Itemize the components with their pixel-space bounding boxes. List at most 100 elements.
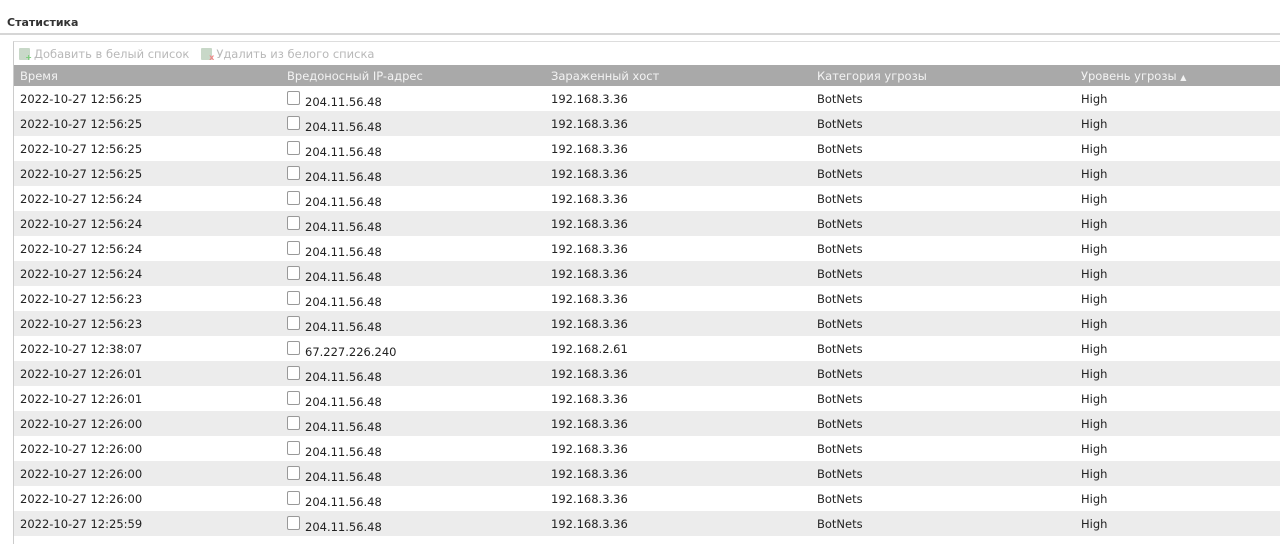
ip-text: 204.11.56.48 [305, 469, 382, 484]
threat-level-cell: High [1081, 341, 1108, 356]
table-row[interactable]: 2022-10-27 12:56:25 204.11.56.48 192.168.3… [14, 161, 1280, 186]
threat-category-cell: BotNets [817, 241, 863, 256]
row-checkbox[interactable] [287, 315, 300, 330]
threat-level-cell: High [1081, 266, 1108, 281]
ip-text: 204.11.56.48 [305, 419, 382, 434]
ip-text: 204.11.56.48 [305, 294, 382, 309]
remove-from-whitelist-button[interactable]: x Удалить из белого списка [201, 47, 374, 61]
table-body: 2022-10-27 12:56:25 204.11.56.48 192.168.3… [14, 86, 1280, 536]
ip-text: 204.11.56.48 [305, 194, 382, 209]
row-checkbox[interactable] [287, 365, 300, 380]
time-cell: 2022-10-27 12:26:01 [20, 391, 143, 406]
threat-category-cell: BotNets [817, 291, 863, 306]
infected-host-cell: 192.168.3.36 [551, 166, 628, 181]
column-header-infected-host[interactable]: Зараженный хост [551, 68, 660, 83]
ip-text: 204.11.56.48 [305, 119, 382, 134]
threat-category-cell: BotNets [817, 91, 863, 106]
column-header-time[interactable]: Время [20, 68, 58, 83]
table-row[interactable]: 2022-10-27 12:26:00 204.11.56.48 192.168.3… [14, 486, 1280, 511]
threat-category-cell: BotNets [817, 266, 863, 281]
malicious-ip-cell: 204.11.56.48 [281, 515, 545, 534]
time-cell: 2022-10-27 12:26:00 [20, 466, 143, 481]
malicious-ip-cell: 204.11.56.48 [281, 315, 545, 334]
page-title: Статистика [7, 16, 79, 29]
infected-host-cell: 192.168.2.61 [551, 341, 628, 356]
threat-category-cell: BotNets [817, 391, 863, 406]
row-checkbox[interactable] [287, 115, 300, 130]
table-row[interactable]: 2022-10-27 12:26:00 204.11.56.48 192.168.3… [14, 461, 1280, 486]
time-cell: 2022-10-27 12:56:25 [20, 141, 143, 156]
row-checkbox[interactable] [287, 390, 300, 405]
threat-category-cell: BotNets [817, 316, 863, 331]
ip-text: 204.11.56.48 [305, 444, 382, 459]
infected-host-cell: 192.168.3.36 [551, 91, 628, 106]
table-row[interactable]: 2022-10-27 12:56:25 204.11.56.48 192.168.3… [14, 111, 1280, 136]
malicious-ip-cell: 204.11.56.48 [281, 265, 545, 284]
ip-text: 204.11.56.48 [305, 169, 382, 184]
row-checkbox[interactable] [287, 440, 300, 455]
infected-host-cell: 192.168.3.36 [551, 191, 628, 206]
row-checkbox[interactable] [287, 165, 300, 180]
table-row[interactable]: 2022-10-27 12:26:01 204.11.56.48 192.168.3… [14, 386, 1280, 411]
threat-category-cell: BotNets [817, 341, 863, 356]
table-row[interactable]: 2022-10-27 12:56:23 204.11.56.48 192.168.3… [14, 311, 1280, 336]
malicious-ip-cell: 204.11.56.48 [281, 465, 545, 484]
column-header-threat-level[interactable]: Уровень угрозы ▲ [1075, 69, 1280, 83]
row-checkbox[interactable] [287, 290, 300, 305]
row-checkbox[interactable] [287, 215, 300, 230]
threat-level-cell: High [1081, 291, 1108, 306]
malicious-ip-cell: 204.11.56.48 [281, 440, 545, 459]
row-checkbox[interactable] [287, 265, 300, 280]
infected-host-cell: 192.168.3.36 [551, 516, 628, 531]
threat-level-cell: High [1081, 391, 1108, 406]
time-cell: 2022-10-27 12:25:59 [20, 516, 143, 531]
infected-host-cell: 192.168.3.36 [551, 391, 628, 406]
ip-text: 204.11.56.48 [305, 494, 382, 509]
infected-host-cell: 192.168.3.36 [551, 266, 628, 281]
table-row[interactable]: 2022-10-27 12:56:24 204.11.56.48 192.168.3… [14, 236, 1280, 261]
threat-level-cell: High [1081, 91, 1108, 106]
column-header-malicious-ip[interactable]: Вредоносный IP-адрес [287, 68, 423, 83]
remove-list-icon: x [201, 47, 214, 61]
row-checkbox[interactable] [287, 90, 300, 105]
table-row[interactable]: 2022-10-27 12:56:24 204.11.56.48 192.168.3… [14, 211, 1280, 236]
infected-host-cell: 192.168.3.36 [551, 316, 628, 331]
threat-level-cell: High [1081, 241, 1108, 256]
table-row[interactable]: 2022-10-27 12:26:00 204.11.56.48 192.168.3… [14, 436, 1280, 461]
row-checkbox[interactable] [287, 490, 300, 505]
row-checkbox[interactable] [287, 240, 300, 255]
table-row[interactable]: 2022-10-27 12:56:25 204.11.56.48 192.168.3… [14, 136, 1280, 161]
threat-category-cell: BotNets [817, 516, 863, 531]
row-checkbox[interactable] [287, 140, 300, 155]
table-row[interactable]: 2022-10-27 12:25:59 204.11.56.48 192.168.3… [14, 511, 1280, 536]
threat-level-cell: High [1081, 416, 1108, 431]
threat-category-cell: BotNets [817, 491, 863, 506]
column-header-threat-category[interactable]: Категория угрозы [817, 68, 927, 83]
table-row[interactable]: 2022-10-27 12:26:00 204.11.56.48 192.168.3… [14, 411, 1280, 436]
row-checkbox[interactable] [287, 190, 300, 205]
table-row[interactable]: 2022-10-27 12:26:01 204.11.56.48 192.168.3… [14, 361, 1280, 386]
table-row[interactable]: 2022-10-27 12:56:23 204.11.56.48 192.168.3… [14, 286, 1280, 311]
row-checkbox[interactable] [287, 340, 300, 355]
threat-category-cell: BotNets [817, 416, 863, 431]
table-row[interactable]: 2022-10-27 12:56:24 204.11.56.48 192.168.3… [14, 186, 1280, 211]
statistics-panel: + Добавить в белый список x Удалить из б… [13, 41, 1280, 544]
threat-category-cell: BotNets [817, 141, 863, 156]
malicious-ip-cell: 204.11.56.48 [281, 215, 545, 234]
infected-host-cell: 192.168.3.36 [551, 241, 628, 256]
time-cell: 2022-10-27 12:38:07 [20, 341, 143, 356]
row-checkbox[interactable] [287, 515, 300, 530]
table-row[interactable]: 2022-10-27 12:38:07 67.227.226.240 192.168… [14, 336, 1280, 361]
row-checkbox[interactable] [287, 415, 300, 430]
table-row[interactable]: 2022-10-27 12:56:24 204.11.56.48 192.168.3… [14, 261, 1280, 286]
add-list-icon: + [19, 47, 32, 61]
row-checkbox[interactable] [287, 465, 300, 480]
ip-text: 67.227.226.240 [305, 344, 397, 359]
threat-level-cell: High [1081, 191, 1108, 206]
time-cell: 2022-10-27 12:26:01 [20, 366, 143, 381]
infected-host-cell: 192.168.3.36 [551, 141, 628, 156]
add-to-whitelist-button[interactable]: + Добавить в белый список [19, 47, 189, 61]
table-row[interactable]: 2022-10-27 12:56:25 204.11.56.48 192.168.3… [14, 86, 1280, 111]
infected-host-cell: 192.168.3.36 [551, 466, 628, 481]
threat-level-cell: High [1081, 116, 1108, 131]
